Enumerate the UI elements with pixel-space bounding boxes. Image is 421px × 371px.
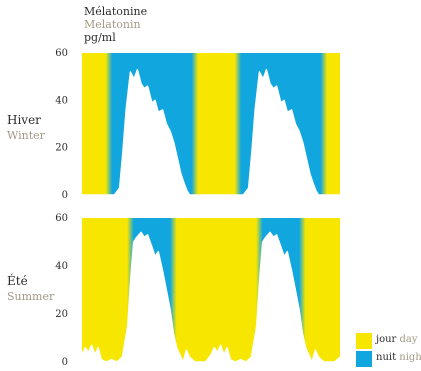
legend-night-en: night — [399, 352, 421, 363]
panel-label-summer-en: Summer — [7, 290, 55, 303]
legend-night-label: nuit night — [376, 352, 421, 363]
summer-panel: 0 20 40 60 — [55, 213, 341, 368]
title-fr: Mélatonine — [84, 5, 147, 18]
summer-ytick-label: 20 — [55, 309, 68, 320]
unit-label: pg/ml — [84, 31, 116, 44]
title-en: Melatonin — [84, 18, 141, 31]
legend-day-en: day — [399, 334, 418, 345]
winter-ytick-label: 20 — [55, 143, 68, 154]
summer-ytick-label: 0 — [62, 357, 68, 368]
summer-ytick-label: 40 — [55, 261, 68, 272]
legend-day-label: jour day — [376, 334, 418, 345]
winter-ytick-label: 0 — [62, 190, 68, 201]
legend-day-swatch — [356, 333, 372, 349]
summer-melatonin-curve — [81, 231, 341, 363]
winter-ytick-label: 40 — [55, 95, 68, 106]
legend-day-fr: jour — [376, 334, 397, 345]
legend-night-fr: nuit — [376, 352, 397, 363]
panel-label-summer-fr: Été — [7, 273, 28, 288]
panel-label-winter-fr: Hiver — [7, 113, 41, 127]
winter-melatonin-curve — [81, 68, 341, 196]
winter-panel: 0 20 40 60 — [55, 48, 341, 201]
summer-ytick-label: 60 — [55, 213, 68, 224]
legend-night-swatch — [356, 351, 372, 367]
winter-ytick-label: 60 — [55, 48, 68, 59]
panel-label-winter-en: Winter — [7, 129, 46, 142]
